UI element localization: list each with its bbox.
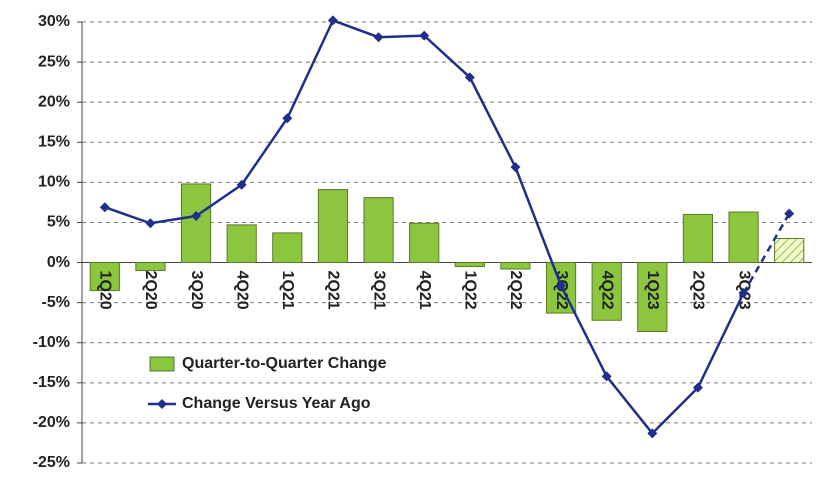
x-tick-label: 1Q21: [279, 271, 296, 310]
y-tick-label: -20%: [33, 414, 70, 431]
bar: [774, 237, 805, 264]
y-tick-label: 20%: [38, 93, 70, 110]
y-tick-label: 15%: [38, 133, 70, 150]
marker: [784, 208, 795, 219]
projected-line: [742, 213, 791, 294]
bar: [637, 262, 668, 333]
x-tick-label: 1Q22: [462, 271, 479, 310]
x-tick-label: 1Q23: [644, 271, 661, 310]
bar: [591, 262, 622, 321]
marker: [464, 72, 475, 83]
marker: [191, 211, 202, 222]
legend-marker: [157, 399, 167, 409]
y-tick-label: -10%: [33, 334, 70, 351]
marker: [236, 179, 247, 190]
bar: [728, 211, 759, 264]
marker: [419, 30, 430, 41]
bar: [135, 262, 166, 272]
legend-label: Change Versus Year Ago: [182, 395, 371, 412]
y-tick-label: 0%: [47, 254, 70, 271]
bar: [89, 262, 120, 292]
bar: [317, 189, 349, 264]
x-tick-label: 3Q20: [188, 271, 205, 310]
y-tick-label: -5%: [42, 294, 70, 311]
marker: [692, 382, 703, 393]
bar: [180, 183, 212, 264]
y-tick-label: 30%: [38, 13, 70, 30]
bar: [682, 213, 714, 264]
marker: [145, 218, 156, 229]
bar: [545, 262, 577, 314]
bar: [409, 222, 440, 264]
bar: [454, 262, 485, 268]
bar: [226, 224, 257, 264]
x-tick-label: 4Q22: [598, 271, 615, 310]
legend-label: Quarter-to-Quarter Change: [182, 355, 387, 372]
y-tick-label: 5%: [47, 214, 70, 231]
y-tick-label: 25%: [38, 53, 70, 70]
marker: [647, 428, 658, 439]
bar: [272, 232, 303, 264]
marker: [510, 162, 521, 173]
x-tick-label: 4Q21: [416, 271, 433, 310]
x-tick-label: 2Q22: [507, 271, 524, 310]
bar: [500, 262, 531, 270]
marker: [99, 202, 110, 213]
marker: [373, 32, 384, 43]
marker: [738, 288, 749, 299]
legend-swatch: [149, 356, 175, 372]
x-tick-label: 2Q20: [142, 271, 159, 310]
x-tick-label: 2Q23: [690, 271, 707, 310]
x-tick-label: 3Q21: [370, 271, 387, 310]
marker: [282, 113, 293, 124]
marker: [327, 15, 338, 26]
y-tick-label: 10%: [38, 174, 70, 191]
x-tick-label: 2Q21: [325, 271, 342, 310]
marker: [601, 371, 612, 382]
bar: [363, 197, 394, 264]
x-tick-label: 4Q20: [233, 271, 250, 310]
y-tick-label: -25%: [33, 454, 70, 471]
marker: [556, 280, 567, 291]
y-tick-label: -15%: [33, 374, 70, 391]
x-tick-label: 1Q20: [97, 271, 114, 310]
